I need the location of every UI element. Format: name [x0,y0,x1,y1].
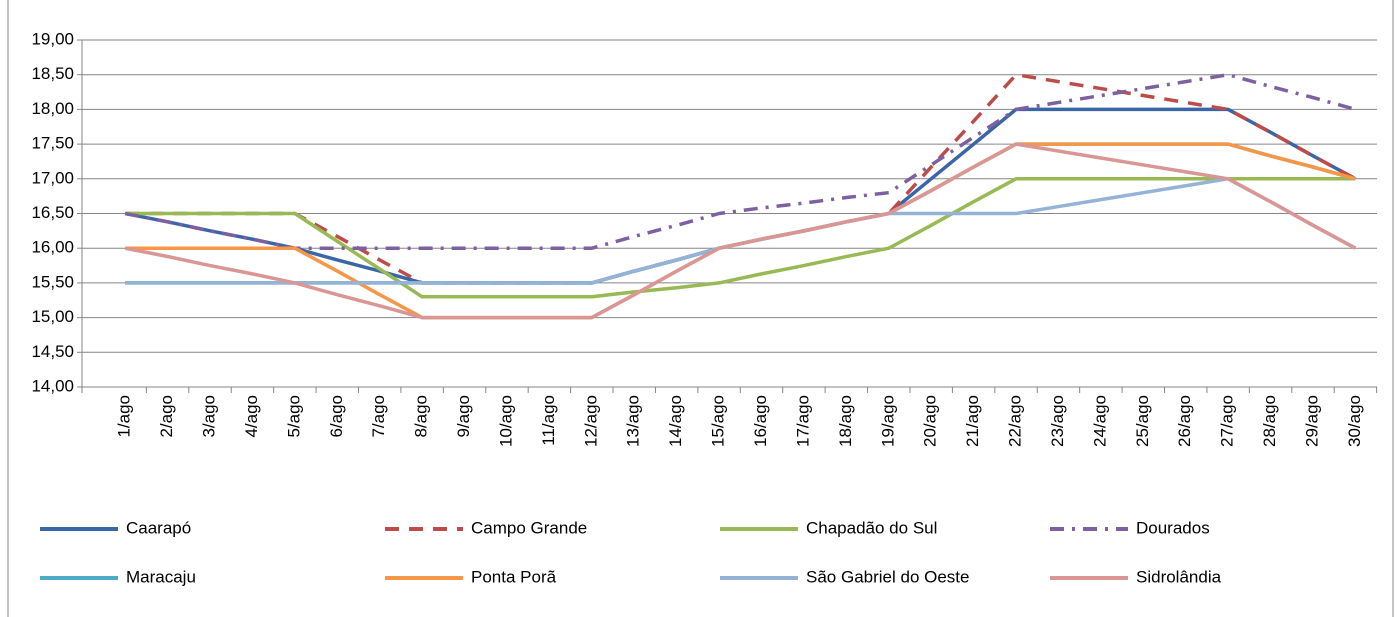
y-tick-label: 19,00 [31,29,74,48]
series-line [124,72,1356,250]
y-tick-label: 17,50 [31,134,74,153]
x-tick-label: 30/ago [1345,395,1364,447]
legend-label: Dourados [1136,518,1210,537]
y-tick-label: 18,00 [31,99,74,118]
x-tick-label: 21/ago [963,395,982,447]
x-tick-label: 13/ago [624,395,643,447]
series-line [125,177,1357,285]
x-tick-label: 28/ago [1260,395,1279,447]
series-line [125,177,1356,299]
legend-label: Maracaju [126,567,196,586]
x-tick-label: 12/ago [581,395,600,447]
x-tick-label: 10/ago [496,395,515,447]
x-tick-label: 6/ago [327,395,346,438]
x-tick-label: 5/ago [284,395,303,438]
x-tick-label: 19/ago [878,395,897,447]
legend-label: Campo Grande [471,518,587,537]
x-tick-label: 24/ago [1090,395,1109,447]
legend-label: São Gabriel do Oeste [806,567,969,586]
x-tick-label: 3/ago [199,395,218,438]
x-tick-label: 11/ago [539,395,558,446]
y-tick-label: 14,00 [31,376,74,395]
x-tick-label: 17/ago [793,395,812,447]
x-tick-label: 8/ago [412,395,431,438]
legend-label: Sidrolândia [1136,567,1222,586]
x-tick-label: 20/ago [921,395,940,447]
y-tick-label: 18,50 [31,64,74,83]
x-tick-label: 18/ago [836,395,855,447]
chart-frame [7,0,1394,617]
series-line [124,142,1357,320]
x-tick-label: 14/ago [666,395,685,447]
x-tick-label: 23/ago [1048,395,1067,447]
legend-label: Chapadão do Sul [806,518,937,537]
legend-label: Caarapó [126,518,191,537]
x-tick-label: 16/ago [751,395,770,447]
y-tick-label: 15,50 [31,272,74,291]
x-tick-label: 22/ago [1006,395,1025,447]
legend-label: Ponta Porã [471,567,557,586]
x-tick-label: 27/ago [1218,395,1237,447]
y-tick-label: 16,00 [31,238,74,257]
x-tick-label: 29/ago [1302,395,1321,447]
x-tick-label: 25/ago [1133,395,1152,447]
x-tick-label: 1/ago [115,395,134,438]
y-tick-label: 17,00 [31,168,74,187]
y-tick-label: 15,00 [31,307,74,326]
x-tick-label: 9/ago [454,395,473,438]
x-tick-label: 4/ago [242,395,261,438]
x-tick-label: 2/ago [157,395,176,438]
x-tick-label: 15/ago [709,395,728,447]
y-tick-label: 16,50 [31,203,74,222]
x-tick-label: 26/ago [1175,395,1194,447]
x-tick-label: 7/ago [369,395,388,438]
y-tick-label: 14,50 [31,342,74,361]
